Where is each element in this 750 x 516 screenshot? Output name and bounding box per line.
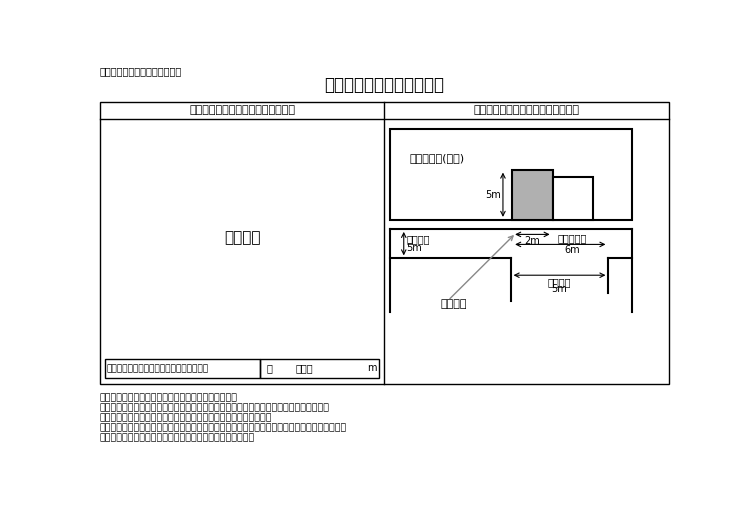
Text: 敷地内: 敷地内	[296, 363, 313, 374]
Text: 5m: 5m	[486, 190, 502, 200]
Text: ３　複数の自動車を保管する場合は、保管場所を明示する。: ３ 複数の自動車を保管する場合は、保管場所を明示する。	[100, 413, 272, 422]
Text: 2m: 2m	[524, 236, 540, 246]
Bar	[104, 359, 260, 378]
Text: 保管場所: 保管場所	[440, 299, 466, 310]
Text: ４　使用の本拠の位置（自宅等）と保管場所の位置との間を線で結んで距離を記入する。: ４ 使用の本拠の位置（自宅等）と保管場所の位置との間を線で結んで距離を記入する。	[100, 423, 347, 432]
Text: 出入口幅員: 出入口幅員	[557, 234, 586, 244]
Text: 所　　在　　図　　記　　載　　欄: 所 在 図 記 載 欄	[189, 105, 296, 116]
Text: 別紙添付: 別紙添付	[224, 231, 260, 246]
Bar	[100, 102, 669, 384]
Text: 保管場所の所在図・配置図: 保管場所の所在図・配置図	[324, 76, 444, 94]
Text: 道路幅員: 道路幅員	[406, 234, 430, 244]
Text: 備考　１　別紙として、地図のコピーを添付できる。: 備考 １ 別紙として、地図のコピーを添付できる。	[100, 393, 238, 402]
Text: 5m: 5m	[552, 284, 568, 295]
Bar	[260, 359, 379, 378]
Text: 別記様式第７号（第３条関係）: 別記様式第７号（第３条関係）	[100, 67, 182, 76]
Text: 道路幅員: 道路幅員	[548, 277, 572, 287]
Text: ５　用紙の大きさは、日本工業規格Ａ列４番とする。: ５ 用紙の大きさは、日本工業規格Ａ列４番とする。	[100, 433, 255, 442]
Text: 約: 約	[266, 363, 272, 374]
Text: 配　　置　　図　　記　　載　　欄: 配 置 図 記 載 欄	[473, 105, 580, 116]
Text: m: m	[368, 363, 376, 374]
Text: 5m: 5m	[406, 243, 422, 253]
Text: ２　保管場所に接する道路の幅員、保管場所の平面の寸法をメートルで記入する。: ２ 保管場所に接する道路の幅員、保管場所の平面の寸法をメートルで記入する。	[100, 403, 330, 412]
Text: 6m: 6m	[564, 245, 580, 255]
Bar	[512, 170, 553, 220]
Bar	[553, 178, 592, 220]
Text: 使用の本拠(自宅): 使用の本拠(自宅)	[410, 153, 464, 163]
Text: 使用の本拠の位置から保管場所までの距離: 使用の本拠の位置から保管場所までの距離	[107, 364, 209, 373]
Bar	[390, 129, 632, 220]
